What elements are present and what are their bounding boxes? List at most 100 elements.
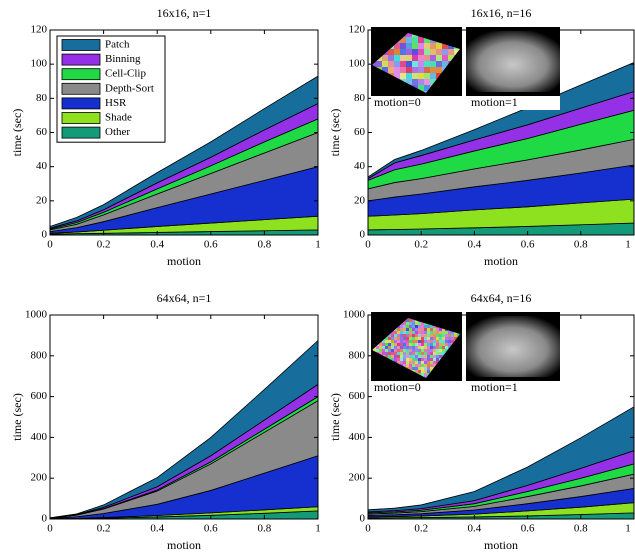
inset-cell [403,364,406,367]
inset-cell [430,355,433,358]
inset-cell [430,73,436,79]
inset-cell [394,355,397,358]
x-tick-label: 0.4 [150,239,164,251]
y-tick-label: 400 [31,431,48,443]
inset-cell [400,73,406,79]
x-axis-label: motion [167,254,201,268]
inset-cell [448,346,451,349]
inset-cell [424,43,430,49]
inset-cell [400,55,406,61]
inset-cell [415,328,418,331]
inset-cell [397,346,400,349]
x-tick-label: 0 [47,239,53,251]
inset-cell [427,373,430,376]
inset-cell [421,334,424,337]
inset-cell [412,334,415,337]
inset-cell [415,352,418,355]
inset-cell [436,349,439,352]
inset-cell [403,340,406,343]
inset-cell [391,340,394,343]
inset-cell [388,343,391,346]
inset-cell [442,346,445,349]
inset-cell [388,61,394,67]
inset-cell [409,349,412,352]
inset-cell [439,340,442,343]
y-tick-label: 40 [36,160,48,172]
inset-cell [415,355,418,358]
legend-swatch [61,82,101,95]
inset-cell [430,337,433,340]
inset-cell [409,340,412,343]
inset-cell [427,352,430,355]
inset-cell [409,358,412,361]
inset-cell [412,319,415,322]
inset-cell [418,355,421,358]
inset-cell [382,349,385,352]
inset-cell [433,364,436,367]
inset-cell [388,340,391,343]
inset-cell [394,67,400,73]
inset-cell [430,49,436,55]
inset-cell [442,328,445,331]
x-tick-label: 1 [625,239,631,251]
inset-cell [424,49,430,55]
inset-cell [406,37,412,43]
inset-cell [427,367,430,370]
inset-cell [388,55,394,61]
inset-cell [394,49,400,55]
y-tick-label: 600 [349,390,366,402]
legend-label: Patch [105,39,130,51]
inset-cell [445,337,448,340]
inset-cell [397,355,400,358]
inset-cell [412,358,415,361]
inset-cell [406,61,412,67]
inset-cell [409,364,412,367]
inset-cell [415,340,418,343]
inset-cell [406,361,409,364]
inset-cell [430,43,436,49]
inset-cell [406,328,409,331]
inset-cell [406,352,409,355]
inset-cell [403,331,406,334]
x-tick-label: 0.2 [414,523,428,535]
inset-cell [403,349,406,352]
inset-cell [406,331,409,334]
inset-cell [445,340,448,343]
inset-cell [385,340,388,343]
inset-cell [433,340,436,343]
inset-cell [391,355,394,358]
inset-cell [406,355,409,358]
inset-cell [427,334,430,337]
inset-cell [442,55,448,61]
inset-cell [445,349,448,352]
annotation-background [371,381,462,395]
inset-cell [430,352,433,355]
inset-cell [418,37,424,43]
inset-cell [439,352,442,355]
inset-cell [406,358,409,361]
inset-cell [427,364,430,367]
inset-cell [454,337,457,340]
inset-cell [385,343,388,346]
inset-cell [424,37,430,43]
inset-cell [385,355,388,358]
inset-cell [421,370,424,373]
inset-cell [451,334,454,337]
x-axis-label: motion [167,538,201,552]
x-tick-label: 1 [315,239,321,251]
inset-cell [415,361,418,364]
inset-cell [433,346,436,349]
inset-cell [415,337,418,340]
inset-cell [403,328,406,331]
inset-cell [433,337,436,340]
inset-cell [445,331,448,334]
x-tick-label: 0 [365,523,371,535]
inset-cell [424,361,427,364]
inset-cell [403,322,406,325]
inset-cell [382,340,385,343]
inset-cell [418,43,424,49]
inset-cell [427,358,430,361]
inset-cell [421,364,424,367]
inset-cell [424,358,427,361]
